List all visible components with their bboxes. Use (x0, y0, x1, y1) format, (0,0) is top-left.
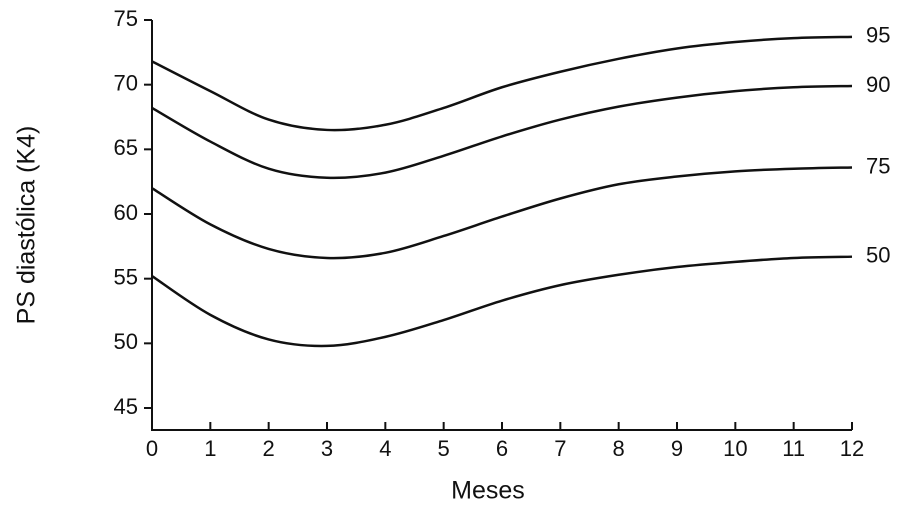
x-tick-label: 4 (379, 436, 391, 461)
x-tick-label: 0 (146, 436, 158, 461)
y-tick-label: 55 (114, 264, 138, 289)
x-tick-label: 1 (204, 436, 216, 461)
y-tick-label: 50 (114, 329, 138, 354)
axis-line (151, 20, 852, 431)
series-label: 90 (866, 72, 890, 97)
y-tick-label: 75 (114, 6, 138, 31)
x-tick-label: 7 (554, 436, 566, 461)
x-tick-label: 10 (723, 436, 747, 461)
y-tick-label: 65 (114, 135, 138, 160)
x-tick-label: 12 (840, 436, 864, 461)
x-tick-label: 9 (671, 436, 683, 461)
y-tick-label: 70 (114, 70, 138, 95)
x-tick-label: 3 (321, 436, 333, 461)
line (151, 84, 853, 180)
x-tick-label: 11 (782, 436, 805, 461)
x-tick-label: 2 (263, 436, 275, 461)
y-tick-label: 60 (114, 200, 138, 225)
x-tick-label: 8 (613, 436, 625, 461)
series-label: 50 (866, 243, 890, 268)
x-tick-label: 5 (438, 436, 450, 461)
line (151, 166, 853, 260)
series-label: 75 (866, 153, 890, 178)
y-tick-label: 45 (114, 394, 138, 419)
y-axis-label: PS diastólica (K4) (13, 126, 41, 325)
x-tick-label: 6 (496, 436, 508, 461)
series-label: 95 (866, 23, 890, 48)
line (151, 35, 853, 132)
line (151, 255, 853, 348)
x-axis-label: Meses (451, 477, 525, 505)
